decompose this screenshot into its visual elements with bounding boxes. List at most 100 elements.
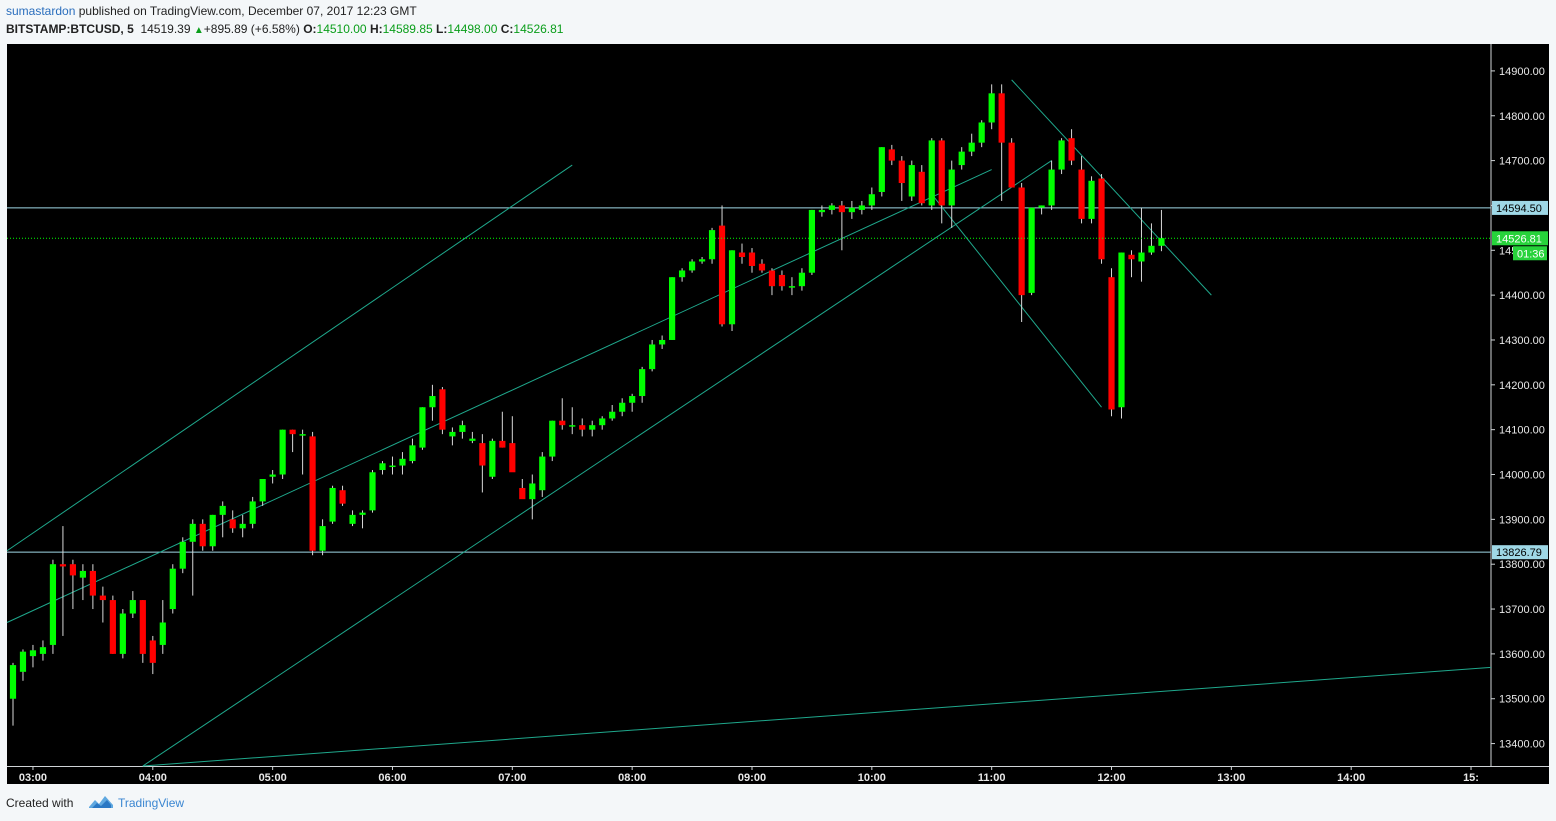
candle-up	[129, 600, 136, 614]
candle-up	[539, 456, 546, 491]
candle-up	[1088, 180, 1095, 219]
candle-up	[1118, 252, 1125, 408]
up-arrow-icon: ▲	[193, 25, 204, 36]
open-value: 14510.00	[316, 22, 367, 36]
candle-up	[359, 512, 366, 515]
candle-up	[1048, 169, 1055, 206]
horizontal-level-label: 13826.79	[1496, 547, 1542, 559]
price-axis	[1491, 44, 1549, 766]
candle-down	[579, 425, 586, 430]
candle-up	[639, 369, 646, 397]
candle-up	[529, 483, 536, 500]
trendline	[6, 169, 992, 623]
candle-down	[838, 205, 845, 213]
y-tick-label: 14400.00	[1499, 290, 1545, 302]
candle-up	[599, 418, 606, 426]
y-tick-label: 13800.00	[1499, 559, 1545, 571]
candle-up	[39, 647, 47, 654]
candle-down	[1008, 142, 1015, 188]
close-value: 14526.81	[513, 22, 564, 36]
chart-header: sumastardon published on TradingView.com…	[0, 0, 1556, 42]
candle-up	[619, 402, 626, 412]
y-tick-label: 13900.00	[1499, 514, 1545, 526]
candle-up	[319, 526, 326, 551]
x-tick-label: 05:00	[259, 772, 287, 784]
candle-down	[918, 171, 925, 204]
trendline	[142, 666, 1492, 767]
candle-up	[988, 93, 995, 123]
candle-down	[309, 436, 316, 551]
candle-up	[1038, 205, 1045, 208]
y-tick-label: 14000.00	[1499, 470, 1545, 482]
author-link[interactable]: sumastardon	[6, 4, 76, 18]
candle-up	[948, 169, 955, 206]
candle-down	[998, 93, 1005, 143]
candlestick-chart[interactable]: 13400.00 13500.00 13600.00 13700.00 13800.00…	[0, 42, 1556, 788]
candle-down	[339, 490, 346, 504]
horizontal-level-tag	[1492, 200, 1548, 215]
candle-down	[768, 270, 776, 287]
candle-up	[279, 429, 286, 475]
plot-area	[7, 44, 1491, 766]
x-tick-label: 14:00	[1337, 772, 1365, 784]
candle-up	[958, 151, 965, 166]
candle-up	[928, 140, 935, 206]
candle-up	[239, 523, 246, 529]
candle-up	[968, 142, 975, 152]
trendline	[142, 160, 1052, 767]
candle-up	[459, 425, 466, 432]
candle-up	[708, 230, 716, 260]
candle-down	[1018, 187, 1025, 296]
candle-down	[1108, 277, 1115, 410]
footer: Created with TradingView	[0, 788, 1556, 821]
candle-down	[1128, 254, 1135, 260]
y-tick-label: 14700.00	[1499, 156, 1545, 168]
candle-down	[89, 570, 96, 596]
candle-up	[19, 651, 27, 672]
candle-up	[1058, 140, 1065, 170]
candle-up	[79, 570, 86, 578]
candle-up	[569, 425, 576, 427]
candle-up	[1028, 207, 1035, 293]
countdown-label: 01:36	[1517, 248, 1545, 260]
candle-up	[659, 339, 666, 345]
candle-up	[269, 474, 276, 477]
candle-up	[688, 261, 696, 271]
candle-up	[249, 501, 256, 524]
candle-down	[1098, 178, 1105, 260]
candle-up	[818, 209, 825, 213]
x-tick-label: 09:00	[738, 772, 766, 784]
open-label: O:	[303, 22, 317, 36]
candle-up	[369, 472, 376, 511]
candle-up	[399, 458, 406, 466]
tradingview-logo-icon	[89, 796, 113, 808]
x-tick-label: 11:00	[978, 772, 1006, 784]
candle-up	[808, 209, 816, 273]
candle-down	[1068, 138, 1075, 161]
tradingview-link[interactable]: TradingView	[118, 796, 185, 810]
price-change: +895.89 (+6.58%)	[203, 22, 300, 36]
candle-up	[669, 277, 676, 340]
candle-down	[289, 429, 296, 435]
candle-up	[1138, 252, 1145, 262]
candle-down	[479, 443, 486, 466]
candle-up	[609, 411, 616, 419]
y-tick-label: 13700.00	[1499, 604, 1545, 616]
x-tick-label: 07:00	[498, 772, 526, 784]
created-with-text: Created with	[6, 796, 74, 810]
y-tick-label: 14800.00	[1499, 111, 1545, 123]
horizontal-level-label: 14594.50	[1496, 203, 1542, 215]
x-tick-label: 04:00	[139, 772, 167, 784]
trendline	[1011, 79, 1212, 296]
candle-down	[718, 225, 726, 325]
y-tick-label: 13500.00	[1499, 694, 1545, 706]
candle-up	[868, 194, 875, 206]
candle-up	[179, 541, 186, 569]
y-tick-label: 14100.00	[1499, 425, 1545, 437]
candle-up	[649, 344, 656, 370]
x-tick-label: 12:00	[1097, 772, 1125, 784]
candle-down	[99, 595, 106, 601]
candle-down	[499, 440, 506, 448]
candle-up	[469, 438, 476, 441]
x-tick-label: 03:00	[19, 772, 47, 784]
